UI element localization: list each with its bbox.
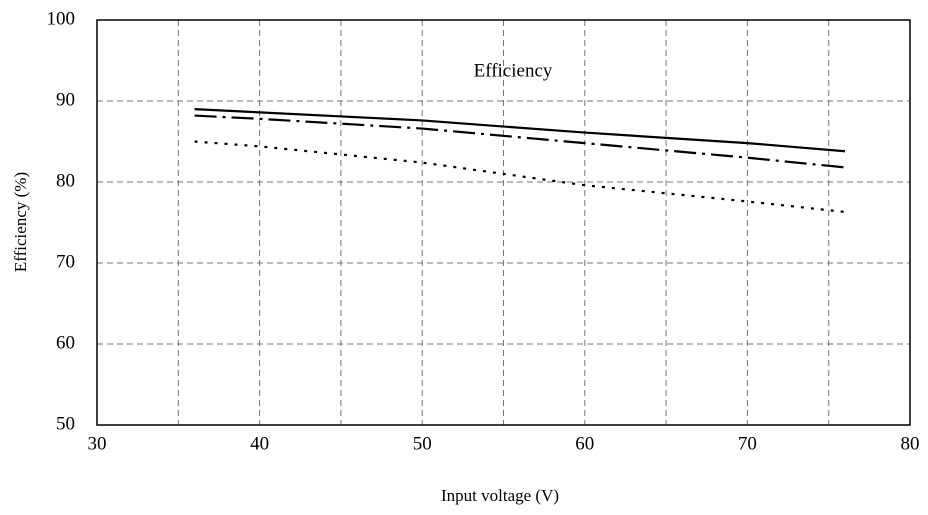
y-tick-label: 90 — [56, 89, 75, 110]
series-line — [194, 140, 846, 214]
y-axis-label: Efficiency (%) — [11, 172, 30, 272]
plot-frame — [96, 19, 911, 426]
y-tick-label: 70 — [56, 251, 75, 272]
y-tick-label: 100 — [47, 8, 76, 29]
y-tick-label: 60 — [56, 332, 75, 353]
y-tick-label: 50 — [56, 413, 75, 434]
x-tick-label: 40 — [250, 433, 269, 454]
series-line — [194, 114, 846, 169]
series-line — [194, 108, 846, 153]
x-tick-label: 30 — [88, 433, 107, 454]
x-tick-label: 70 — [738, 433, 757, 454]
x-tick-label: 80 — [901, 433, 920, 454]
chart-title: Efficiency — [474, 60, 553, 81]
x-tick-label: 50 — [413, 433, 432, 454]
x-tick-label: 60 — [575, 433, 594, 454]
x-axis-label: Input voltage (V) — [441, 486, 559, 505]
y-tick-label: 80 — [56, 170, 75, 191]
